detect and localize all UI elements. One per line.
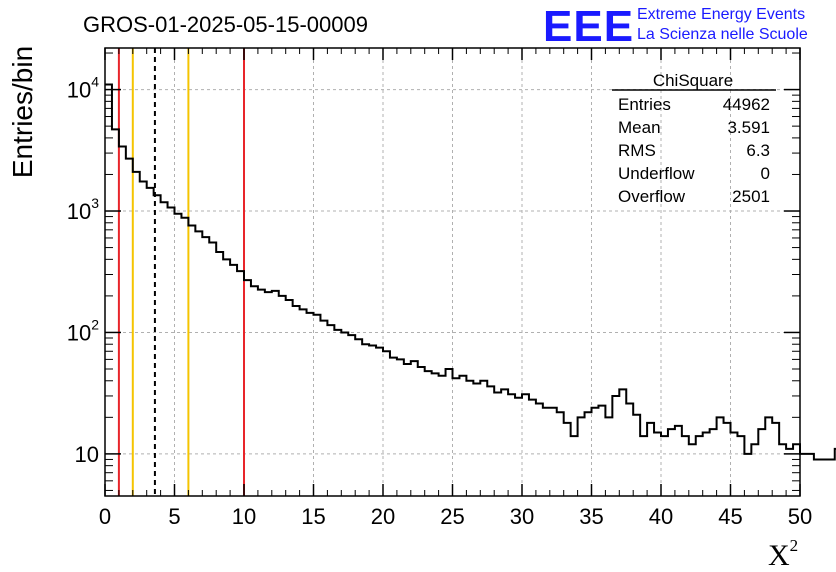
stats-value: 3.591 bbox=[727, 118, 770, 137]
x-tick-label: 35 bbox=[579, 504, 603, 529]
y-tick-label: 104 bbox=[67, 74, 99, 103]
x-tick-label: 5 bbox=[168, 504, 180, 529]
y-tick-label-base: 10 bbox=[67, 78, 91, 103]
stats-box: ChiSquare Entries 44962 Mean 3.591 RMS 6.3 Und… bbox=[612, 71, 776, 206]
y-tick-label-exponent: 3 bbox=[91, 195, 99, 211]
y-tick-label-exponent: 2 bbox=[91, 316, 99, 332]
stats-value: 44962 bbox=[723, 95, 770, 114]
stats-value: 2501 bbox=[732, 187, 770, 206]
stats-label: RMS bbox=[618, 141, 656, 160]
grid bbox=[105, 48, 800, 496]
y-tick-label-exponent: 4 bbox=[91, 74, 99, 90]
x-axis: 0 5 10 15 20 25 30 35 40 45 50 bbox=[99, 48, 812, 529]
stats-label: Underflow bbox=[618, 164, 695, 183]
x-tick-label: 30 bbox=[510, 504, 534, 529]
histogram-series bbox=[105, 83, 836, 461]
marker-lines bbox=[117, 48, 245, 496]
x-tick-label: 10 bbox=[232, 504, 256, 529]
y-tick-label: 10 bbox=[75, 442, 99, 467]
eee-logo-line2: La Scienza nelle Scuole bbox=[637, 26, 808, 43]
stats-value: 6.3 bbox=[746, 141, 770, 160]
x-tick-label: 25 bbox=[440, 504, 464, 529]
x-tick-label: 20 bbox=[371, 504, 395, 529]
x-tick-label: 50 bbox=[788, 504, 812, 529]
stats-label: Overflow bbox=[618, 187, 686, 206]
y-tick-label: 103 bbox=[67, 195, 99, 224]
eee-logo-line1: Extreme Energy Events bbox=[637, 6, 805, 23]
eee-logo-mark: EEE bbox=[543, 2, 634, 51]
x-axis-title: X2 bbox=[768, 536, 798, 572]
y-tick-label-base: 10 bbox=[67, 320, 91, 345]
x-tick-label: 15 bbox=[301, 504, 325, 529]
chart-title: GROS-01-2025-05-15-00009 bbox=[83, 12, 368, 37]
stats-value: 0 bbox=[761, 164, 770, 183]
x-axis-title-sup: 2 bbox=[790, 536, 799, 555]
stats-label: Mean bbox=[618, 118, 661, 137]
stats-name: ChiSquare bbox=[653, 71, 733, 90]
y-axis-title: Entries/bin bbox=[7, 46, 38, 178]
eee-logo: EEE Extreme Energy Events La Scienza nel… bbox=[543, 2, 808, 51]
stats-rows: Entries 44962 Mean 3.591 RMS 6.3 Underflow 0 Ove… bbox=[618, 95, 770, 206]
y-tick-label-base: 10 bbox=[67, 199, 91, 224]
x-axis-title-base: X bbox=[768, 539, 790, 572]
y-tick-label-base: 10 bbox=[75, 442, 99, 467]
x-tick-label: 40 bbox=[649, 504, 673, 529]
stats-label: Entries bbox=[618, 95, 671, 114]
x-tick-label: 45 bbox=[718, 504, 742, 529]
y-tick-label: 102 bbox=[67, 316, 99, 345]
x-tick-label: 0 bbox=[99, 504, 111, 529]
